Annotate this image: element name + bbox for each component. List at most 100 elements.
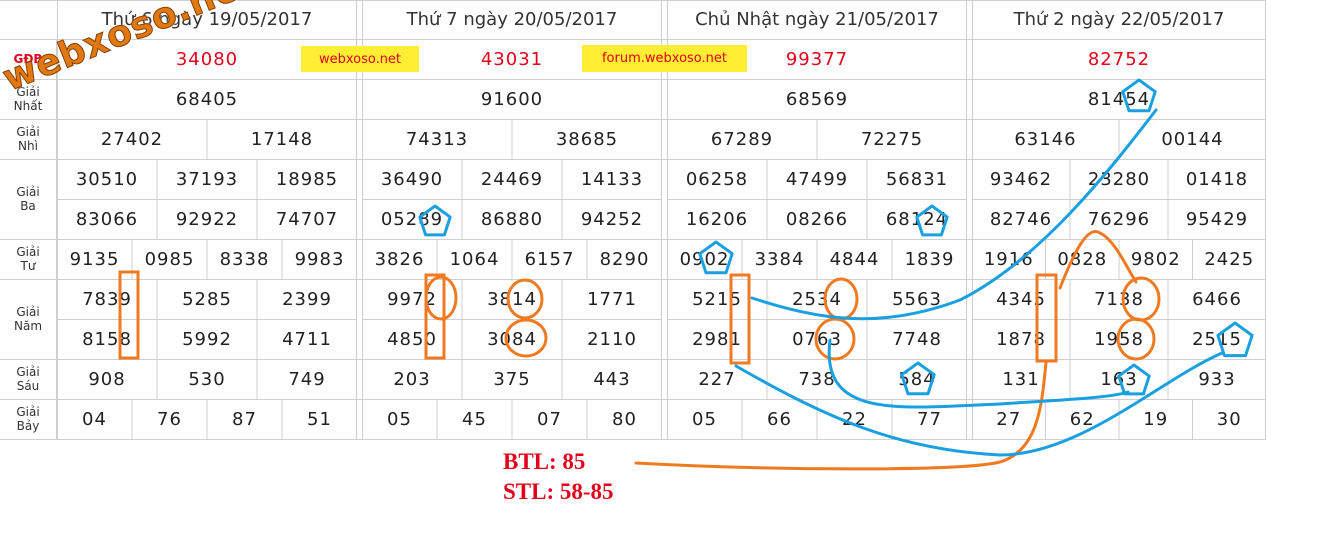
fifth-prize-number: 5215: [692, 288, 742, 310]
fourth-prize-number: 8338: [219, 248, 270, 270]
fourth-prize-number: 9983: [294, 248, 345, 270]
second-prize-number: 17148: [250, 128, 314, 150]
fourth-prize-number: 0902: [679, 248, 730, 270]
fifth-prize-number: 4345: [996, 288, 1046, 310]
third-prize-number: 05289: [380, 208, 444, 230]
seventh-prize-number: 05: [387, 408, 412, 430]
third-prize-number: 36490: [380, 168, 444, 190]
fifth-prize-number: 2399: [282, 288, 332, 310]
row-label-line: Giải: [16, 405, 40, 419]
fourth-prize-number: 8290: [599, 248, 650, 270]
fifth-prize-number: 6466: [1192, 288, 1242, 310]
fifth-prize-number: 2981: [692, 328, 742, 350]
special-prize-number: 99377: [785, 48, 849, 70]
fourth-prize-number: 0828: [1057, 248, 1108, 270]
row-label-tu: Giải Tư: [0, 239, 56, 279]
seventh-prize-number: 07: [537, 408, 562, 430]
row-label-line: Ba: [20, 199, 36, 213]
fifth-prize-number: 2110: [587, 328, 637, 350]
fifth-prize-number: 8158: [82, 328, 132, 350]
fourth-prize-number: 1916: [983, 248, 1034, 270]
fourth-prize-number: 4844: [829, 248, 880, 270]
second-prize-number: 00144: [1161, 128, 1224, 150]
fifth-prize-number: 3084: [487, 328, 537, 350]
third-prize-number: 95429: [1185, 208, 1249, 230]
second-prize-number: 63146: [1014, 128, 1077, 150]
fifth-prize-number: 7839: [82, 288, 132, 310]
fifth-prize-number: 5992: [182, 328, 232, 350]
third-prize-number: 68124: [885, 208, 949, 230]
banner-webxoso[interactable]: webxoso.net: [301, 46, 419, 72]
third-prize-number: 93462: [989, 168, 1053, 190]
seventh-prize-number: 45: [462, 408, 487, 430]
first-prize-number: 68569: [785, 88, 849, 110]
third-prize-number: 74707: [275, 208, 339, 230]
seventh-prize-number: 22: [842, 408, 867, 430]
fifth-prize-number: 5563: [892, 288, 942, 310]
row-label-nhi: Giải Nhì: [0, 119, 56, 159]
day-title: Thứ 6 ngày 19/05/2017: [101, 9, 313, 30]
fifth-prize-number: 3814: [487, 288, 537, 310]
seventh-prize-number: 76: [157, 408, 182, 430]
second-prize-number: 38685: [555, 128, 619, 150]
row-label-bay: Giải Bảy: [0, 399, 56, 439]
row-label-nhat: Giải Nhất: [0, 79, 56, 119]
fifth-prize-number: 4850: [387, 328, 437, 350]
sixth-prize-number: 584: [898, 368, 936, 390]
special-prize-number: 82752: [1087, 48, 1151, 70]
third-prize-number: 01418: [1185, 168, 1249, 190]
row-label-nam: Giải Năm: [0, 279, 56, 359]
third-prize-number: 23280: [1087, 168, 1151, 190]
fifth-prize-number: 9972: [387, 288, 437, 310]
second-prize-number: 74313: [405, 128, 469, 150]
row-label-line: Giải: [16, 305, 40, 319]
row-label-line: Nhì: [18, 139, 38, 153]
row-label-line: Nhất: [13, 99, 43, 113]
third-prize-number: 08266: [785, 208, 849, 230]
second-prize-number: 72275: [860, 128, 924, 150]
third-prize-number: 86880: [480, 208, 544, 230]
result-btl: BTL: 85: [503, 449, 586, 474]
row-label-line: Tư: [20, 259, 36, 273]
fourth-prize-number: 9802: [1130, 248, 1181, 270]
row-label-line: Giải: [16, 125, 40, 139]
row-label-line: Giải: [16, 365, 40, 379]
seventh-prize-number: 27: [996, 408, 1022, 430]
result-stl: STL: 58-85: [503, 479, 614, 504]
special-prize-number: 34080: [175, 48, 239, 70]
first-prize-number: 68405: [175, 88, 239, 110]
row-label-line: Giải: [16, 85, 40, 99]
fifth-prize-number: 2534: [792, 288, 842, 310]
third-prize-number: 82746: [989, 208, 1053, 230]
first-prize-number: 91600: [480, 88, 544, 110]
seventh-prize-number: 77: [917, 408, 942, 430]
row-label-line: Năm: [13, 319, 43, 333]
seventh-prize-number: 66: [767, 408, 792, 430]
sixth-prize-number: 908: [88, 368, 126, 390]
special-prize-number: 43031: [480, 48, 544, 70]
day-title: Thứ 2 ngày 22/05/2017: [1013, 9, 1225, 30]
third-prize-number: 18985: [275, 168, 339, 190]
row-label-line: Bảy: [16, 419, 40, 433]
seventh-prize-number: 19: [1143, 408, 1169, 430]
fourth-prize-number: 9135: [69, 248, 120, 270]
fifth-prize-number: 7748: [892, 328, 942, 350]
third-prize-number: 37193: [175, 168, 239, 190]
second-prize-number: 67289: [710, 128, 774, 150]
sixth-prize-number: 375: [493, 368, 531, 390]
third-prize-number: 16206: [685, 208, 749, 230]
banner-forum-webxoso[interactable]: forum.webxoso.net: [582, 45, 747, 72]
fourth-prize-number: 3826: [374, 248, 425, 270]
sixth-prize-number: 738: [798, 368, 836, 390]
fourth-prize-number: 1839: [904, 248, 955, 270]
seventh-prize-number: 80: [612, 408, 637, 430]
fifth-prize-number: 4711: [282, 328, 332, 350]
fifth-prize-number: 0763: [792, 328, 842, 350]
fourth-prize-number: 1064: [449, 248, 500, 270]
seventh-prize-number: 04: [82, 408, 107, 430]
second-prize-number: 27402: [100, 128, 164, 150]
fifth-prize-number: 2515: [1192, 328, 1242, 350]
fifth-prize-number: 7138: [1094, 288, 1144, 310]
row-label-ba: Giải Ba: [0, 159, 56, 239]
seventh-prize-number: 87: [232, 408, 257, 430]
